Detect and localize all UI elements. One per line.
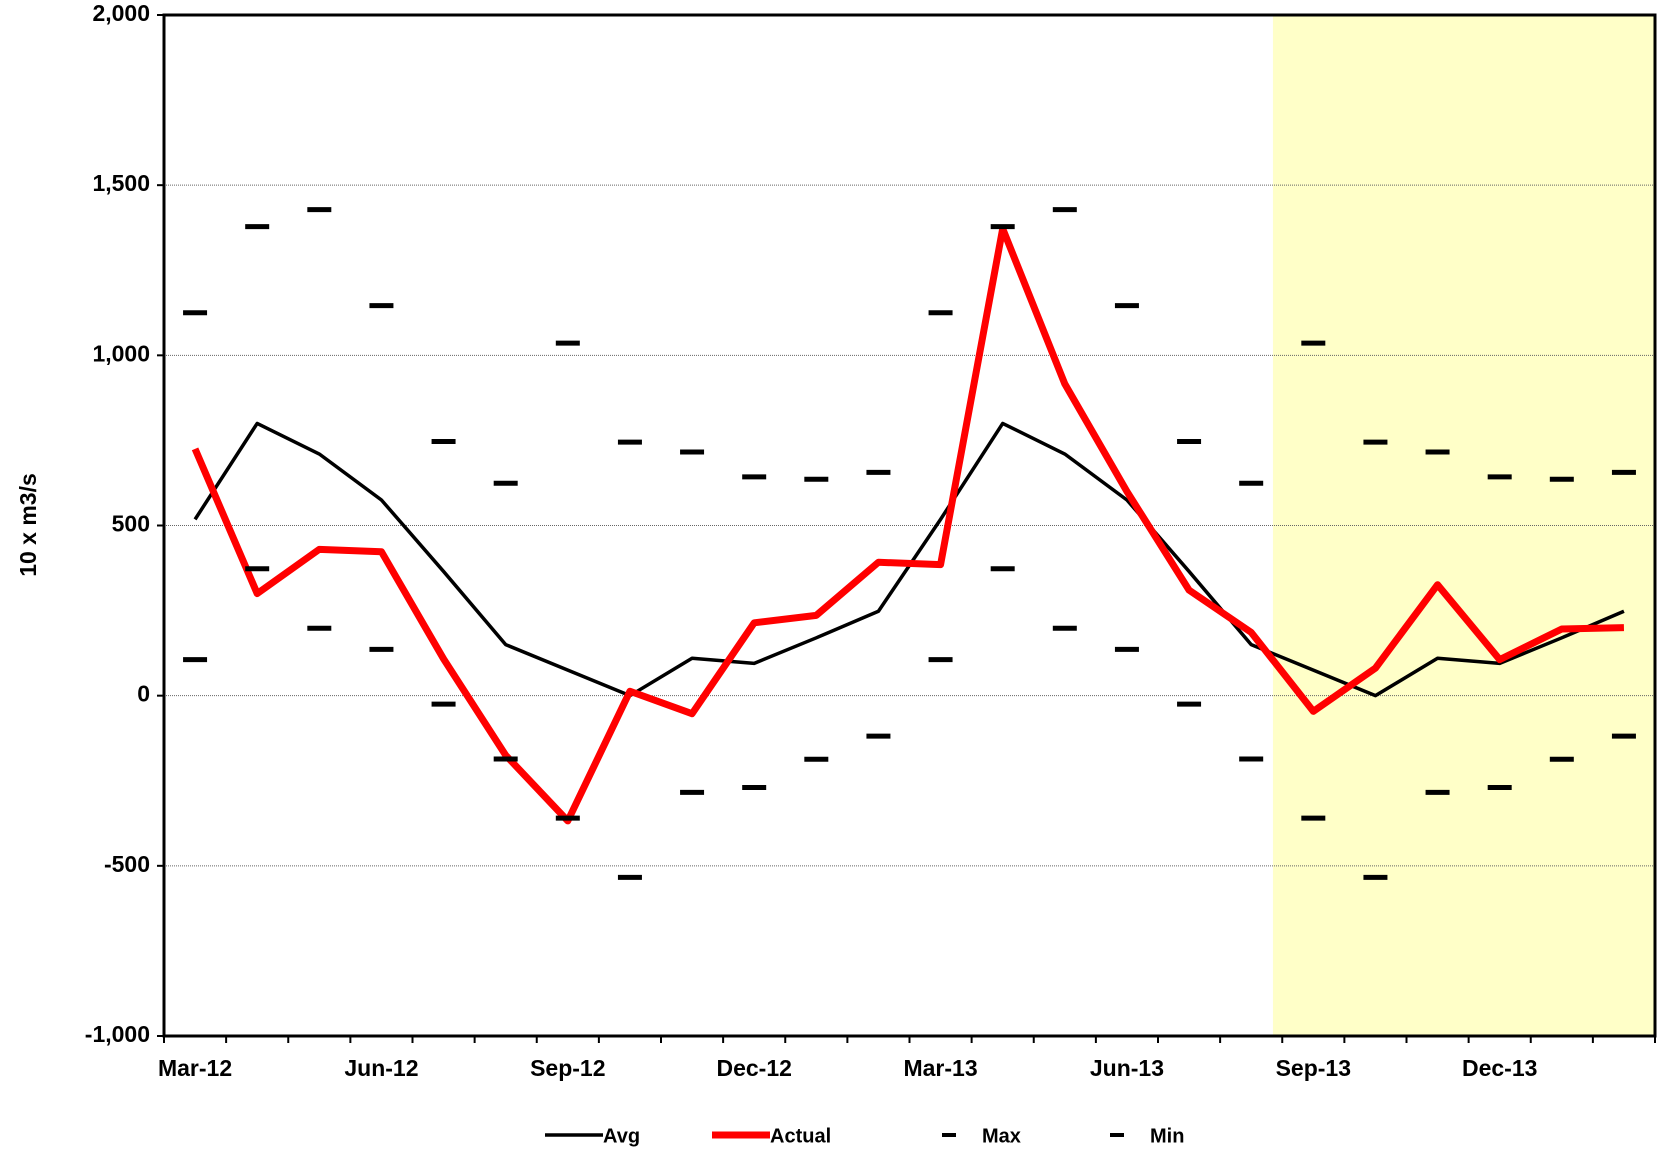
legend-label: Actual [770,1125,831,1147]
x-tick-label: Mar-13 [903,1055,977,1081]
y-tick-label: 1,500 [92,170,150,196]
y-tick-label: 1,000 [92,340,150,366]
x-tick-label: Mar-12 [158,1055,232,1081]
y-tick-label: 0 [137,681,150,707]
y-tick-label: -500 [104,851,150,877]
plot-frame [162,13,1657,1038]
x-tick-label: Dec-12 [716,1055,791,1081]
series-line [191,225,1625,825]
y-axis-label: 10 x m3/s [15,473,41,577]
x-tick-label: Sep-13 [1276,1055,1351,1081]
x-tick-label: Jun-13 [1090,1055,1164,1081]
y-tick-label: -1,000 [85,1021,150,1047]
legend-label: Avg [603,1125,640,1147]
x-tick-label: Dec-13 [1462,1055,1537,1081]
legend-label: Min [1150,1125,1184,1147]
x-tick-label: Jun-12 [344,1055,418,1081]
x-tick-label: Sep-12 [530,1055,605,1081]
legend-label: Max [982,1125,1021,1147]
y-tick-label: 2,000 [92,0,150,26]
y-tick-label: 500 [112,511,150,537]
